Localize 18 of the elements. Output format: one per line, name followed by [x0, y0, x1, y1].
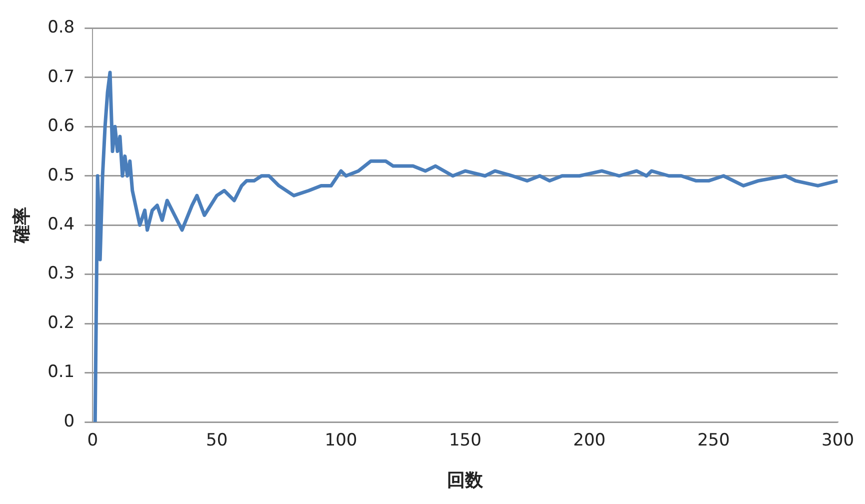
y-tick-label: 0.7: [48, 66, 75, 87]
x-tick-label: 150: [448, 430, 482, 451]
y-tick-label: 0.1: [48, 362, 75, 382]
x-tick-label: 50: [206, 430, 228, 451]
x-tick-label: 100: [324, 430, 358, 451]
x-tick-label: 250: [697, 430, 730, 451]
y-tick-label: 0.6: [48, 116, 75, 136]
y-tick-label: 0: [64, 411, 75, 432]
y-axis-title: 確率: [11, 207, 32, 244]
x-tick-label: 0: [87, 430, 98, 451]
y-tick-label: 0.3: [48, 264, 75, 284]
x-tick-label: 300: [822, 430, 854, 451]
x-tick-label: 200: [573, 430, 606, 451]
x-axis-title: 回数: [447, 470, 484, 491]
y-tick-label: 0.5: [48, 165, 75, 186]
y-tick-label: 0.2: [48, 312, 75, 333]
y-tick-label: 0.4: [48, 214, 75, 235]
y-tick-label: 0.8: [48, 18, 75, 38]
